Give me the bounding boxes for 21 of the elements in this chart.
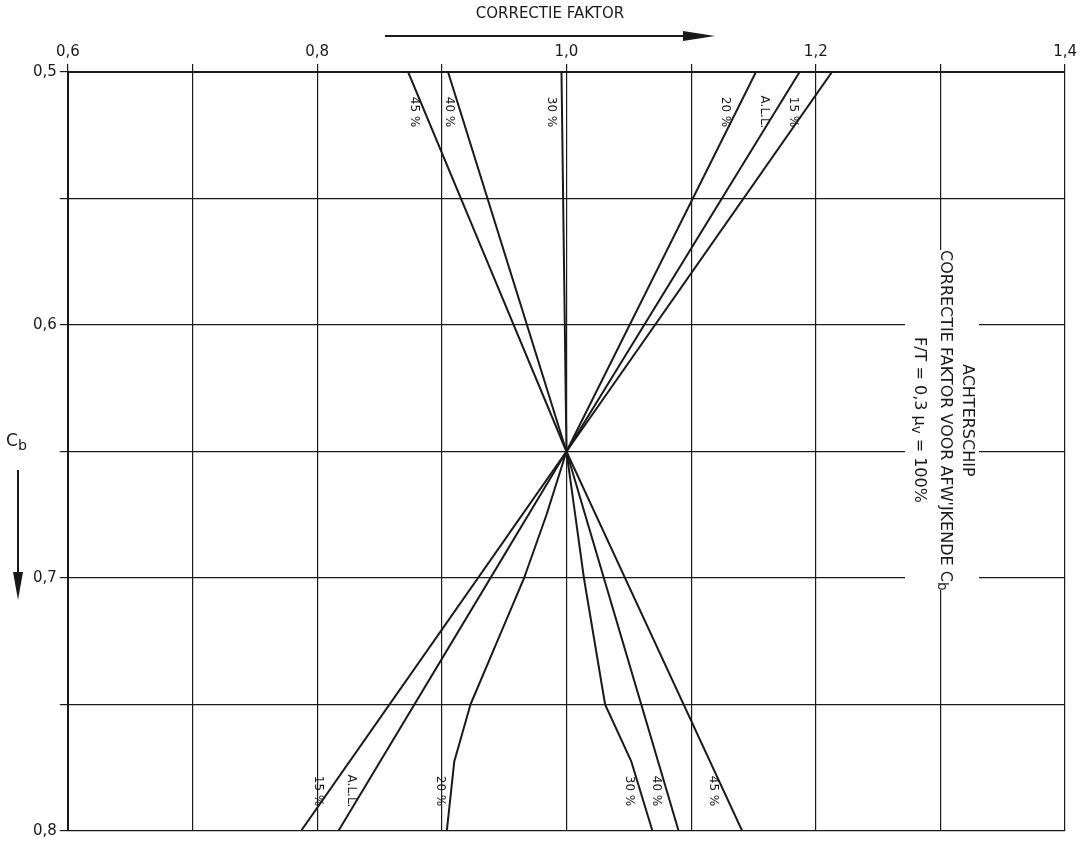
text: 30 % xyxy=(544,96,559,128)
text: ACHTERSCHIP xyxy=(958,362,980,479)
text: 30 % xyxy=(623,775,638,807)
x-axis-title: CORRECTIE FAKTOR xyxy=(474,4,626,22)
text: 40 % xyxy=(649,775,664,807)
y-tick-label: 0,7 xyxy=(33,567,57,586)
text: 45 % xyxy=(407,96,422,128)
y-tick-label: 0,6 xyxy=(33,314,57,333)
text: A.L.L. xyxy=(345,774,360,808)
y-tick-label: 0,8 xyxy=(33,820,57,839)
x-tick-label: 1,0 xyxy=(554,41,579,60)
text: A.L.L. xyxy=(757,95,772,129)
x-tick-label: 1,2 xyxy=(803,41,828,60)
text: 45 % xyxy=(706,775,721,807)
text: 40 % xyxy=(443,96,458,128)
x-tick-label: 0,8 xyxy=(305,41,330,60)
x-tick-label: 0,6 xyxy=(55,41,80,60)
text: 20 % xyxy=(718,96,733,128)
x-tick-label: 1,4 xyxy=(1053,41,1077,60)
y-tick-label: 0,5 xyxy=(33,61,57,80)
y-axis-title: C$_{b}$ xyxy=(6,430,27,454)
